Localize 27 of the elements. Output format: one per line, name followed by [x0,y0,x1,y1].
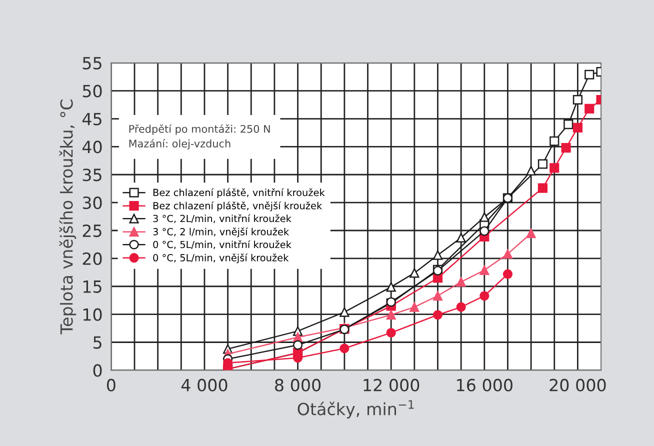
y-tick-label: 30 [82,196,102,210]
x-axis-title: Otáčky, min$^{−1}$ [298,400,414,419]
y-tick-label: 55 [82,57,102,70]
annotation: Předpětí po montáži: 250 N Mazání: olej-vzduch [129,124,270,150]
y-tick-label: 5 [94,336,102,349]
x-tick-label: 0 [106,378,116,392]
legend-label: Bez chlazení pláště, vnitřní kroužek [153,188,325,198]
y-tick-label: 40 [82,140,102,154]
y-axis-title: Teplota vnějšího kroužku, °C [59,100,76,334]
x-tick-label: 20 000 [550,378,606,392]
y-tick-label: 25 [82,224,102,238]
legend-label: 0 °C, 5L/min, vnější kroužek [153,253,289,264]
legend-label: 0 °C, 5L/min, vnitřní kroužek [153,240,292,250]
legend-label: 3 °C, 2L/min, vnitřní kroužek [153,214,292,224]
x-tick-label: 12 000 [364,378,420,392]
y-tick-label: 15 [83,280,102,293]
y-tick-label: 10 [83,308,102,321]
x-tick-label: 8 000 [275,378,321,392]
y-tick-label: 0 [93,364,102,377]
x-tick-label: 4 000 [181,378,228,392]
y-tick-label: 45 [82,112,102,126]
y-tick-label: 20 [82,252,102,266]
legend-label: 3 °C, 2 l/min, vnější kroužek [153,227,290,238]
x-tick-label: 16 000 [457,378,512,392]
y-tick-label: 50 [82,84,102,98]
legend-label: Bez chlazení pláště, vnější kroužek [153,201,322,212]
y-tick-label: 35 [82,168,102,182]
